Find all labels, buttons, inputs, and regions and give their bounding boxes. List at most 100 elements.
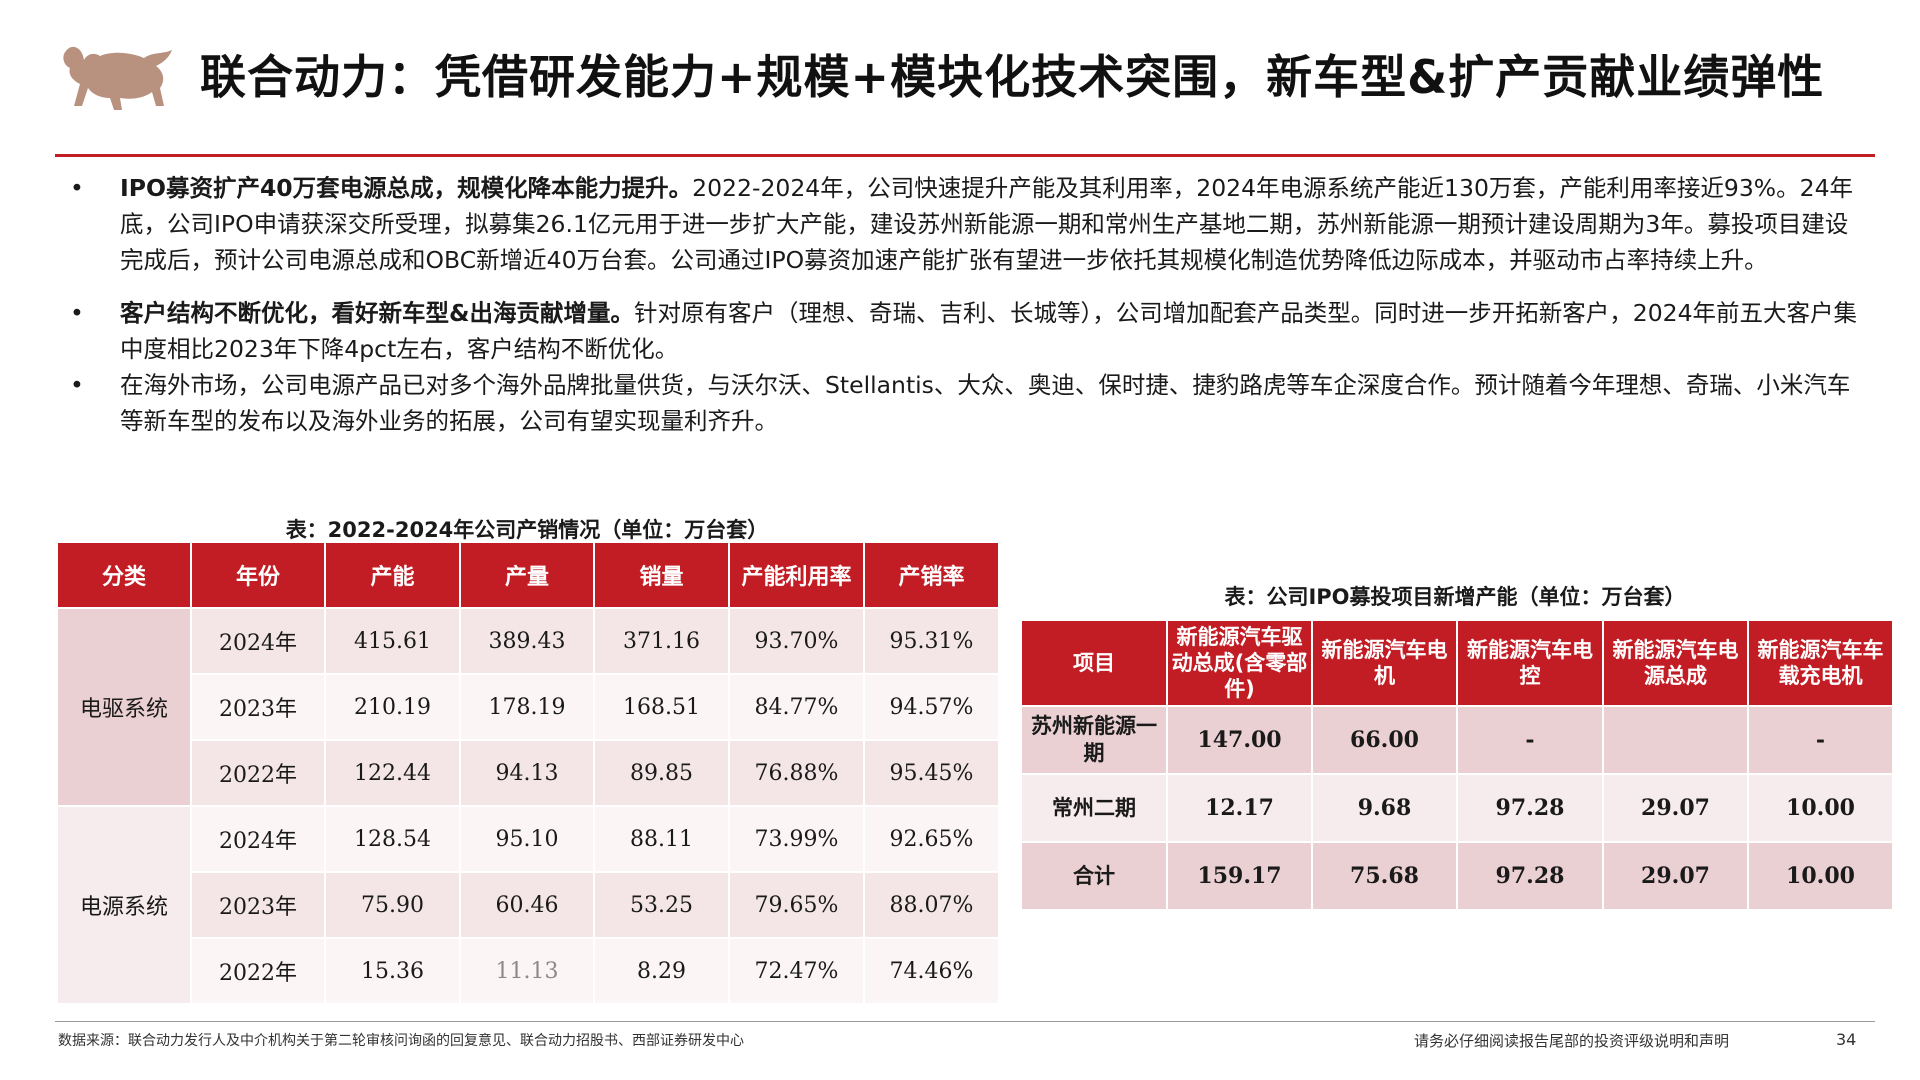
table-cell: 415.61: [324, 607, 461, 675]
bullet-text: 在海外市场，公司电源产品已对多个海外品牌批量供货，与沃尔沃、Stellantis…: [120, 371, 1851, 435]
table-cell: -: [1747, 705, 1894, 775]
table-cell: 168.51: [593, 673, 730, 741]
table-cell: 10.00: [1747, 773, 1894, 843]
category-cell: 电源系统: [56, 805, 192, 1005]
table-cell: 2023年: [190, 871, 326, 939]
table-cell: 92.65%: [863, 805, 1000, 873]
table-cell: 53.25: [593, 871, 730, 939]
column-header: 产能利用率: [728, 541, 865, 609]
table-cell: 79.65%: [728, 871, 865, 939]
column-header: 销量: [593, 541, 730, 609]
table-cell: 72.47%: [728, 937, 865, 1005]
bullet-dot-icon: •: [70, 299, 84, 327]
ipo-capacity-table: 项目 新能源汽车驱动总成(含零部件) 新能源汽车电机 新能源汽车电控 新能源汽车…: [1020, 619, 1894, 911]
table-cell: 2023年: [190, 673, 326, 741]
table-cell: 93.70%: [728, 607, 865, 675]
table-cell: 95.31%: [863, 607, 1000, 675]
row-label: 常州二期: [1020, 773, 1168, 843]
table-cell: 210.19: [324, 673, 461, 741]
table-cell: -: [1456, 705, 1604, 775]
column-header: 新能源汽车车载充电机: [1747, 619, 1894, 707]
bullet-dot-icon: •: [70, 371, 84, 399]
page-number: 34: [1836, 1030, 1857, 1049]
table-cell: 8.29: [593, 937, 730, 1005]
column-header: 产能: [324, 541, 461, 609]
table-cell: 97.28: [1456, 841, 1604, 911]
bullet-text: 2022-2024年，公司快速提升产能及其利用率，2024年电源系统产能近130…: [120, 174, 1854, 274]
table-row: 2023年 210.19 178.19 168.51 84.77% 94.57%: [57, 673, 1000, 741]
table-cell: 2022年: [190, 937, 326, 1005]
table-cell: 147.00: [1166, 705, 1313, 775]
table-cell: 2024年: [190, 607, 326, 675]
table-cell: 371.16: [593, 607, 730, 675]
bullet-dot-icon: •: [70, 174, 84, 202]
bullet-item: • 在海外市场，公司电源产品已对多个海外品牌批量供货，与沃尔沃、Stellant…: [70, 367, 1870, 439]
bullet-heading: IPO募资扩产40万套电源总成，规模化降本能力提升。: [120, 174, 693, 202]
table-cell: 66.00: [1311, 705, 1458, 775]
table-cell: 75.90: [324, 871, 461, 939]
table-cell: 128.54: [324, 805, 461, 873]
column-header: 产销率: [863, 541, 1000, 609]
table-row: 2022年 122.44 94.13 89.85 76.88% 95.45%: [57, 739, 1000, 807]
table-cell: [1602, 705, 1749, 775]
table-row: 电源系统 2024年 128.54 95.10 88.11 73.99% 92.…: [56, 805, 1000, 1005]
column-header: 分类: [56, 541, 192, 609]
table-cell: 29.07: [1602, 841, 1749, 911]
bullet-text: 针对原有客户（理想、奇瑞、吉利、长城等），公司增加配套产品类型。同时进一步开拓新…: [120, 299, 1858, 363]
bullet-item: • 客户结构不断优化，看好新车型&出海贡献增量。针对原有客户（理想、奇瑞、吉利、…: [70, 295, 1870, 367]
column-header: 产量: [459, 541, 595, 609]
footer-divider: [55, 1021, 1875, 1022]
table-cell: 15.36: [324, 937, 461, 1005]
table-header-row: 项目 新能源汽车驱动总成(含零部件) 新能源汽车电机 新能源汽车电控 新能源汽车…: [1020, 619, 1894, 707]
table-cell: 10.00: [1747, 841, 1894, 911]
table-cell: 94.57%: [863, 673, 1000, 741]
row-label: 合计: [1020, 841, 1168, 911]
table-cell: 94.13: [459, 739, 595, 807]
table-cell: 389.43: [459, 607, 595, 675]
table-cell: 11.13: [459, 937, 595, 1005]
disclaimer-note: 请务必仔细阅读报告尾部的投资评级说明和声明: [1414, 1032, 1730, 1050]
table-cell: 178.19: [459, 673, 595, 741]
table-cell: 2022年: [190, 739, 326, 807]
table-cell: 88.07%: [863, 871, 1000, 939]
row-label: 苏州新能源一期: [1020, 705, 1168, 775]
table-cell: 9.68: [1311, 773, 1458, 843]
column-header: 新能源汽车电机: [1311, 619, 1458, 707]
column-header: 年份: [190, 541, 326, 609]
table-cell: 29.07: [1602, 773, 1749, 843]
column-header: 新能源汽车电控: [1456, 619, 1604, 707]
table-row: 2022年 15.36 11.13 8.29 72.47% 74.46%: [57, 937, 1000, 1005]
data-source-note: 数据来源：联合动力发行人及中介机构关于第二轮审核问询函的回复意见、联合动力招股书…: [58, 1033, 744, 1049]
page-title: 联合动力：凭借研发能力+规模+模块化技术突围，新车型&扩产贡献业绩弹性: [200, 50, 1825, 104]
table-cell: 95.45%: [863, 739, 1000, 807]
table-cell: 95.10: [459, 805, 595, 873]
column-header: 新能源汽车驱动总成(含零部件): [1166, 619, 1313, 707]
table-cell: 84.77%: [728, 673, 865, 741]
table-cell: 73.99%: [728, 805, 865, 873]
table1-caption: 表：2022-2024年公司产销情况（单位：万台套）: [285, 518, 769, 542]
table-cell: 74.46%: [863, 937, 1000, 1005]
production-sales-table: 分类 年份 产能 产量 销量 产能利用率 产销率 电驱系统 2024年 415.…: [56, 541, 1000, 1005]
table-row: 2023年 75.90 60.46 53.25 79.65% 88.07%: [57, 871, 1000, 939]
table-row: 合计 159.17 75.68 97.28 29.07 10.00: [1020, 841, 1894, 911]
bullet-item: • IPO募资扩产40万套电源总成，规模化降本能力提升。2022-2024年，公…: [70, 170, 1870, 278]
table-cell: 159.17: [1166, 841, 1313, 911]
table-cell: 89.85: [593, 739, 730, 807]
table-header-row: 分类 年份 产能 产量 销量 产能利用率 产销率: [56, 541, 1000, 609]
bull-logo-icon: [63, 46, 173, 110]
table-cell: 75.68: [1311, 841, 1458, 911]
table-cell: 88.11: [593, 805, 730, 873]
bullet-list: • IPO募资扩产40万套电源总成，规模化降本能力提升。2022-2024年，公…: [70, 170, 1870, 439]
table-cell: 97.28: [1456, 773, 1604, 843]
table2-caption: 表：公司IPO募投项目新增产能（单位：万台套）: [1224, 585, 1686, 609]
table-cell: 122.44: [324, 739, 461, 807]
table-row: 电驱系统 2024年 415.61 389.43 371.16 93.70% 9…: [56, 607, 1000, 807]
title-divider: [55, 154, 1875, 157]
table-row: 常州二期 12.17 9.68 97.28 29.07 10.00: [1020, 773, 1894, 843]
category-cell: 电驱系统: [56, 607, 192, 807]
table-cell: 60.46: [459, 871, 595, 939]
column-header: 项目: [1020, 619, 1168, 707]
table-cell: 2024年: [190, 805, 326, 873]
table-cell: 76.88%: [728, 739, 865, 807]
column-header: 新能源汽车电源总成: [1602, 619, 1749, 707]
